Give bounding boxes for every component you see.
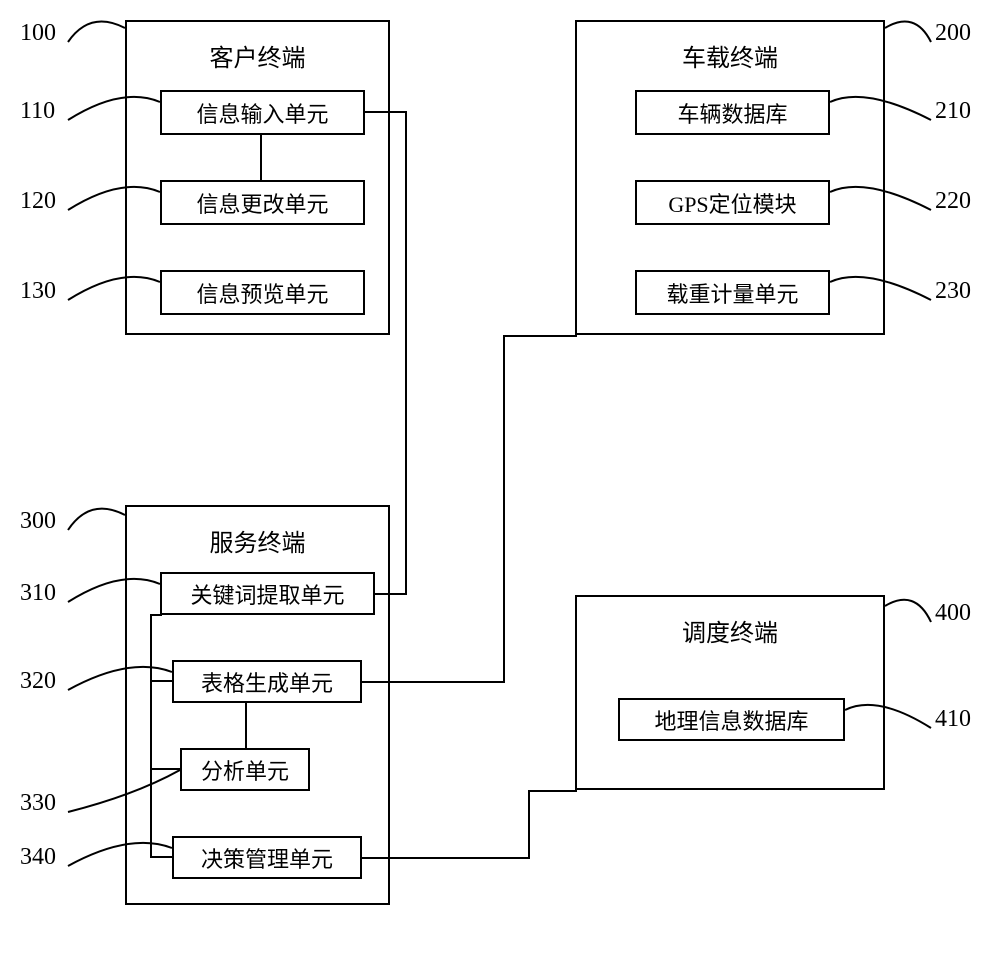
ref-label-310: 310 [20, 580, 56, 607]
ref-label-340: 340 [20, 844, 56, 871]
connector-c340_400_toR [528, 790, 577, 792]
connector-c320_200_right [362, 681, 505, 683]
ref-label-410: 410 [935, 706, 971, 733]
connector-c320_200_up [503, 335, 505, 683]
ref-label-300: 300 [20, 508, 56, 535]
ref-label-110: 110 [20, 98, 55, 125]
diagram-canvas: 客户终端 车载终端服务终端调度终端 信息输入单元信息更改单元信息预览单元 车辆数据库 G… [0, 0, 1000, 959]
unit-230: 载重计量单元 [635, 270, 830, 315]
ref-label-330: 330 [20, 790, 56, 817]
ref-label-400: 400 [935, 600, 971, 627]
group-title-client: 客户终端 [125, 38, 390, 73]
unit-330: 分析单元 [180, 748, 310, 791]
unit-310: 关键词提取单元 [160, 572, 375, 615]
unit-210: 车辆数据库 [635, 90, 830, 135]
connector-c320_330 [245, 703, 247, 748]
unit-320: 表格生成单元 [172, 660, 362, 703]
unit-110: 信息输入单元 [160, 90, 365, 135]
connector-c110_310_down [405, 111, 407, 593]
ref-label-220: 220 [935, 188, 971, 215]
connector-c340_400_up [528, 790, 530, 859]
unit-220: GPS定位模块 [635, 180, 830, 225]
ref-label-320: 320 [20, 668, 56, 695]
connector-c110_310_left [375, 593, 407, 595]
ref-label-230: 230 [935, 278, 971, 305]
unit-410: 地理信息数据库 [618, 698, 845, 741]
ref-label-100: 100 [20, 20, 56, 47]
group-title-dispatch: 调度终端 [575, 613, 885, 648]
connector-c310_down [150, 615, 152, 858]
group-title-vehicle: 车载终端 [575, 38, 885, 73]
unit-120: 信息更改单元 [160, 180, 365, 225]
connector-c110_120 [260, 135, 262, 180]
ref-label-210: 210 [935, 98, 971, 125]
connector-c340_400_right [362, 857, 530, 859]
connector-c340_left [150, 856, 174, 858]
connector-c320_200_toR [503, 335, 577, 337]
connector-c110_310_right [365, 111, 407, 113]
ref-label-130: 130 [20, 278, 56, 305]
unit-130: 信息预览单元 [160, 270, 365, 315]
connector-c330_left [150, 768, 182, 770]
ref-label-120: 120 [20, 188, 56, 215]
connector-c310_left [150, 614, 162, 616]
unit-340: 决策管理单元 [172, 836, 362, 879]
ref-label-200: 200 [935, 20, 971, 47]
group-title-service: 服务终端 [125, 523, 390, 558]
connector-c320_left [150, 680, 174, 682]
